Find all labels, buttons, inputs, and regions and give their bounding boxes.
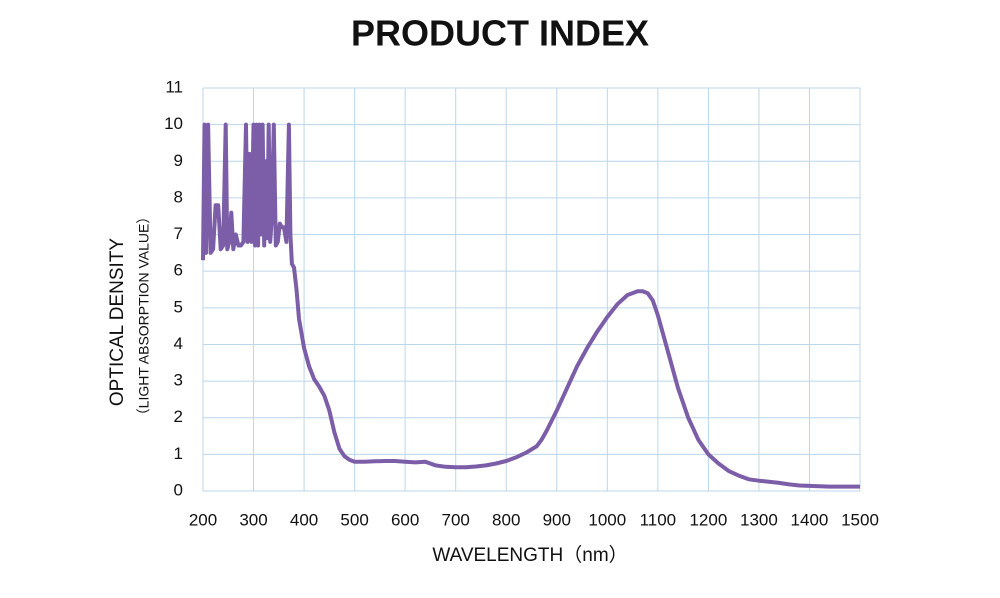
x-tick-label: 600 xyxy=(391,510,419,529)
y-tick-label: 0 xyxy=(174,480,183,499)
x-tick-label: 400 xyxy=(290,510,318,529)
x-tick-label: 1000 xyxy=(588,510,626,529)
x-tick-label: 1300 xyxy=(740,510,778,529)
y-tick-label: 4 xyxy=(174,334,183,353)
x-axis-label: WAVELENGTH（nm） xyxy=(432,544,627,566)
y-tick-label: 9 xyxy=(174,151,183,170)
y-axis-label: OPTICAL DENSITY xyxy=(107,238,128,407)
y-tick-label: 3 xyxy=(174,371,183,390)
x-tick-label: 1200 xyxy=(689,510,727,529)
y-tick-label: 2 xyxy=(174,407,183,426)
y-tick-label: 6 xyxy=(174,261,183,280)
chart-title: PRODUCT INDEX xyxy=(351,13,649,54)
x-tick-label: 200 xyxy=(189,510,217,529)
x-tick-label: 700 xyxy=(442,510,470,529)
y-tick-label: 11 xyxy=(165,77,183,96)
x-tick-label: 900 xyxy=(543,510,571,529)
x-tick-label: 1500 xyxy=(841,510,879,529)
data-line xyxy=(201,122,860,489)
y-tick-label: 5 xyxy=(174,297,183,316)
y-tick-label: 8 xyxy=(174,187,183,206)
y-tick-label: 10 xyxy=(164,114,183,133)
x-tick-label: 300 xyxy=(239,510,267,529)
x-tick-label: 500 xyxy=(340,510,368,529)
x-tick-label: 1400 xyxy=(791,510,829,529)
y-tick-label: 7 xyxy=(174,224,183,243)
y-tick-label: 1 xyxy=(174,444,183,463)
y-axis-sublabel: （LIGHT ABSORPTION VALUE） xyxy=(136,210,152,423)
x-tick-label: 800 xyxy=(492,510,520,529)
x-tick-label: 1100 xyxy=(640,510,677,529)
